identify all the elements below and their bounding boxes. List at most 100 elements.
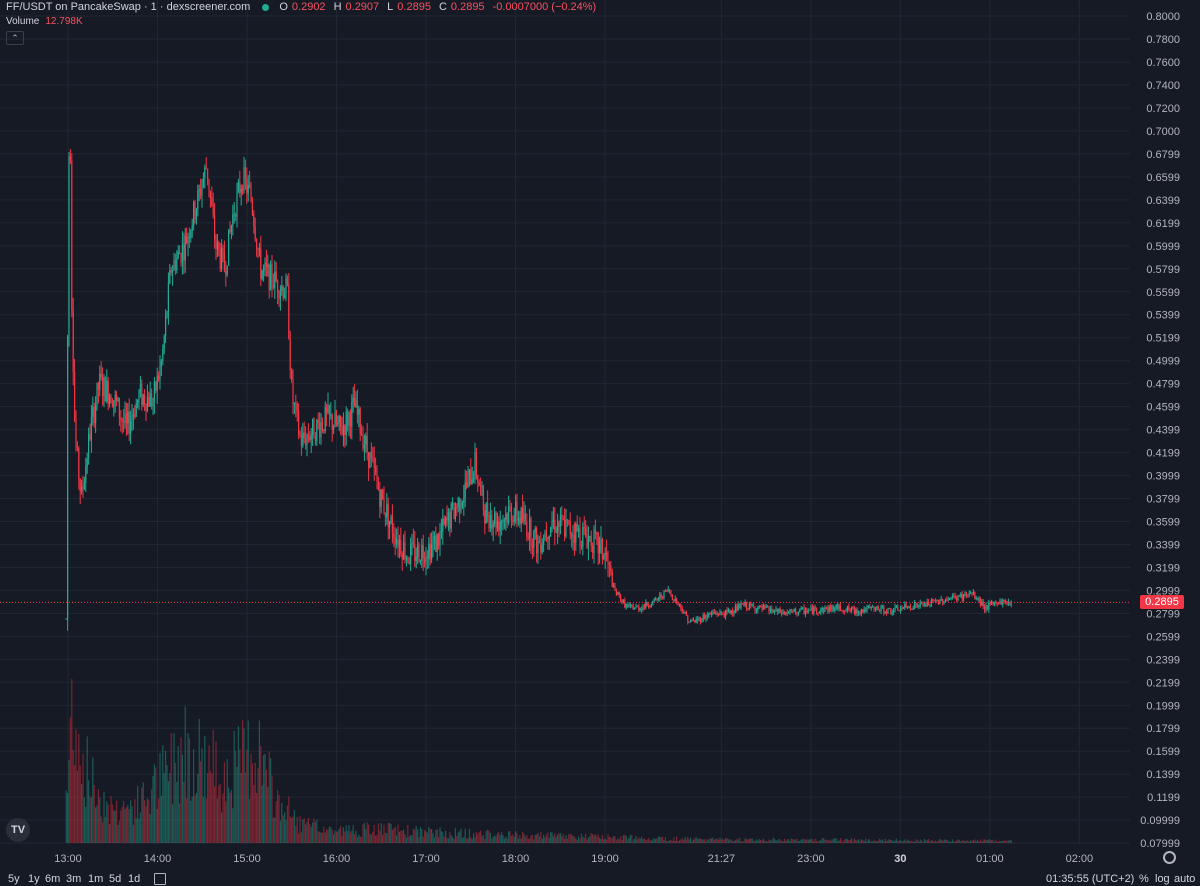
volume-bar: [120, 810, 122, 843]
volume-bar: [853, 838, 856, 843]
candle-body: [662, 597, 664, 599]
volume-bar: [718, 839, 720, 843]
volume-bar: [421, 828, 423, 843]
price-axis[interactable]: 0.8000 0.7800 0.7600 0.7400 0.7200 0.7000 0.67…: [1140, 11, 1180, 850]
volume-bar: [786, 839, 788, 843]
candle-body: [876, 606, 878, 608]
volume-bar: [890, 840, 892, 843]
y-tick-label: 0.2599: [1146, 631, 1180, 643]
candle-body: [711, 613, 713, 615]
volume-bar: [531, 834, 534, 843]
candle-body: [502, 519, 504, 522]
volume-bar: [487, 829, 489, 843]
percent-toggle[interactable]: %: [1139, 873, 1149, 885]
volume-bar: [701, 839, 703, 843]
candle-body: [789, 609, 791, 612]
volume-bar: [198, 718, 200, 843]
candle-body: [790, 609, 793, 611]
volume-bar: [489, 833, 492, 843]
candle-body: [531, 545, 534, 548]
y-tick-label: 0.2999: [1146, 585, 1180, 597]
collapse-chevron-icon[interactable]: ⌃: [6, 31, 24, 45]
candle-body: [407, 557, 409, 562]
volume-bar: [212, 729, 214, 843]
volume-bar: [785, 840, 787, 843]
calendar-range-icon[interactable]: [154, 873, 166, 885]
volume-bar: [762, 838, 765, 843]
volume-bar: [205, 798, 207, 843]
y-tick-label: 0.09999: [1140, 815, 1180, 827]
candle-body: [293, 403, 296, 405]
volume-bar: [225, 801, 227, 843]
candle-body: [925, 604, 927, 606]
volume-bar: [389, 822, 391, 843]
volume-bar: [438, 837, 440, 843]
candle-body: [839, 604, 842, 611]
candle-body: [900, 607, 902, 612]
volume-bar: [851, 838, 853, 843]
volume-bar: [895, 838, 898, 843]
volume-bar: [303, 818, 305, 843]
candle-body: [242, 188, 244, 191]
volume-bar: [128, 809, 130, 843]
volume-bar: [774, 839, 776, 843]
timeframe-1y[interactable]: 1y: [28, 873, 40, 885]
timeframe-5d[interactable]: 5d: [109, 873, 122, 885]
timeframe-3m[interactable]: 3m: [66, 873, 82, 885]
settings-gear-icon[interactable]: [1163, 851, 1176, 864]
volume-bar: [954, 841, 956, 843]
candle-body: [725, 609, 727, 617]
candles: [65, 149, 1012, 631]
candle-body: [779, 608, 781, 614]
candle-body: [93, 407, 95, 423]
candle-body: [762, 606, 765, 610]
volume-bar: [733, 840, 735, 843]
timeframe-6m[interactable]: 6m: [45, 873, 61, 885]
candle-body: [295, 403, 297, 405]
candle-body: [680, 603, 682, 609]
candle-body: [377, 481, 380, 490]
candle-body: [782, 611, 784, 614]
candle-body: [348, 412, 350, 426]
candle-body: [249, 184, 251, 188]
volume-bar: [678, 840, 681, 843]
volume-bar: [289, 816, 291, 843]
tradingview-logo-icon[interactable]: TV: [6, 818, 30, 842]
candle-body: [478, 482, 480, 487]
volume-bar: [666, 841, 668, 843]
log-toggle[interactable]: log: [1155, 873, 1170, 885]
volume-bar: [573, 836, 576, 843]
candle-body: [82, 486, 84, 489]
volume-bar: [601, 834, 604, 843]
auto-toggle[interactable]: auto: [1174, 873, 1196, 885]
candle-body: [887, 608, 889, 614]
volume-bar: [265, 769, 268, 843]
volume-bar: [142, 782, 144, 843]
volume-bar: [478, 832, 480, 843]
timeframe-1d[interactable]: 1d: [128, 873, 141, 885]
volume-bar: [496, 833, 499, 843]
candle-body: [323, 429, 325, 432]
volume-bar: [424, 830, 426, 843]
volume-bar: [302, 819, 304, 843]
volume-bar: [506, 838, 508, 843]
timeframe-5y[interactable]: 5y: [8, 873, 20, 885]
candle-body: [669, 589, 671, 594]
volume-bar: [726, 838, 728, 843]
y-tick-label: 0.7600: [1146, 57, 1180, 69]
candle-body: [443, 518, 445, 525]
volume-bar: [569, 834, 571, 843]
volume-bar: [744, 838, 746, 843]
time-axis[interactable]: 13:00 14:00 15:00 16:00 17:00 18:00 19:00 21:27…: [54, 853, 1093, 865]
volume-bar: [382, 834, 384, 843]
candle-body: [461, 502, 464, 507]
timeframe-1m[interactable]: 1m: [88, 873, 104, 885]
candle-body: [456, 507, 458, 509]
volume-bar: [943, 839, 945, 843]
candle-body: [246, 178, 248, 194]
clock-readout[interactable]: 01:35:55 (UTC+2): [1046, 873, 1135, 885]
volume-bar: [386, 833, 388, 843]
volume-bar: [331, 829, 333, 843]
volume-bar: [648, 838, 650, 843]
